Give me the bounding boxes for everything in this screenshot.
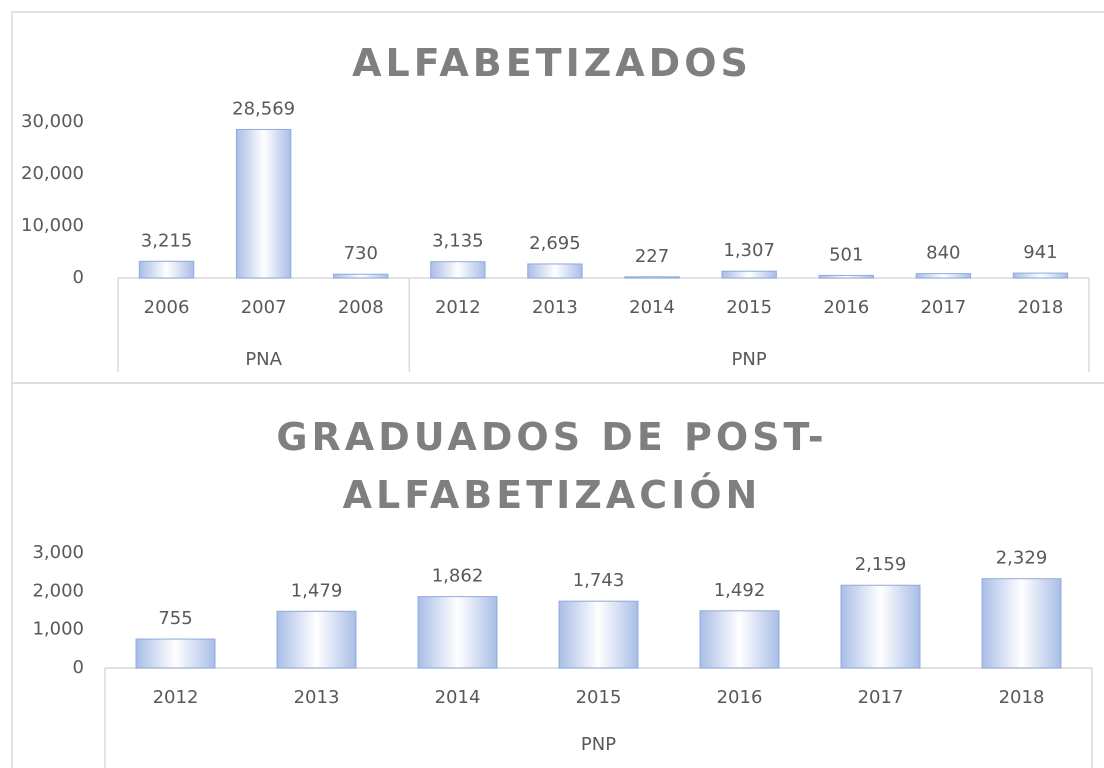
- x-tick-label: 2007: [241, 297, 287, 318]
- x-tick-label: 2012: [153, 687, 199, 708]
- x-tick-label: 2018: [1018, 297, 1064, 318]
- bar: [135, 638, 216, 669]
- group-label: PNP: [732, 349, 767, 370]
- group-label: PNP: [581, 734, 616, 755]
- x-tick-label: 2006: [144, 297, 190, 318]
- bar: [527, 263, 583, 279]
- x-tick-label: 2008: [338, 297, 384, 318]
- x-tick-label: 2013: [294, 687, 340, 708]
- data-label: 730: [344, 243, 378, 264]
- data-label: 227: [635, 246, 669, 267]
- x-tick-label: 2014: [435, 687, 481, 708]
- bar: [721, 270, 777, 279]
- group-label: PNA: [245, 349, 282, 370]
- x-tick-label: 2018: [999, 687, 1045, 708]
- data-label: 2,695: [529, 233, 581, 254]
- x-tick-label: 2016: [823, 297, 869, 318]
- data-label: 1,479: [291, 580, 343, 601]
- y-tick-label: 0: [73, 267, 84, 288]
- bar: [915, 273, 972, 279]
- x-tick-label: 2012: [435, 297, 481, 318]
- x-tick-label: 2015: [726, 297, 772, 318]
- data-label: 2,159: [855, 554, 907, 575]
- data-label: 755: [158, 608, 192, 629]
- y-tick-label: 20,000: [21, 163, 84, 184]
- x-tick-label: 2017: [858, 687, 904, 708]
- y-tick-label: 10,000: [21, 215, 84, 236]
- data-label: 1,743: [573, 570, 625, 591]
- bar: [417, 596, 498, 669]
- bar: [430, 261, 486, 279]
- x-tick-label: 2013: [532, 297, 578, 318]
- data-label: 941: [1023, 242, 1057, 263]
- x-tick-label: 2015: [576, 687, 622, 708]
- bar: [840, 584, 921, 669]
- bar: [558, 600, 639, 669]
- bar: [333, 273, 389, 279]
- chart-title: GRADUADOS DE POST-ALFABETIZACIÓN: [276, 415, 828, 517]
- bar: [624, 276, 680, 279]
- x-tick-label: 2014: [629, 297, 675, 318]
- x-tick-label: 2017: [920, 297, 966, 318]
- data-label: 1,862: [432, 566, 484, 587]
- data-label: 501: [829, 244, 863, 265]
- data-label: 28,569: [232, 98, 295, 119]
- bar: [276, 610, 357, 669]
- bar: [699, 610, 780, 669]
- chart-frame: [11, 382, 1104, 768]
- data-label: 1,492: [714, 580, 766, 601]
- bar: [235, 128, 292, 279]
- data-label: 3,215: [141, 230, 193, 251]
- y-tick-label: 30,000: [21, 111, 84, 132]
- x-tick-label: 2016: [717, 687, 763, 708]
- y-tick-label: 0: [73, 657, 84, 678]
- bar: [818, 274, 874, 279]
- y-tick-label: 2,000: [32, 580, 84, 601]
- bar: [138, 260, 195, 279]
- data-label: 840: [926, 243, 960, 264]
- bar: [981, 578, 1062, 669]
- chart-title: ALFABETIZADOS: [352, 41, 752, 85]
- data-label: 1,307: [723, 240, 775, 261]
- y-tick-label: 1,000: [32, 619, 84, 640]
- data-label: 2,329: [996, 548, 1048, 569]
- data-label: 3,135: [432, 231, 484, 252]
- bar: [1012, 272, 1069, 279]
- y-tick-label: 3,000: [32, 542, 84, 563]
